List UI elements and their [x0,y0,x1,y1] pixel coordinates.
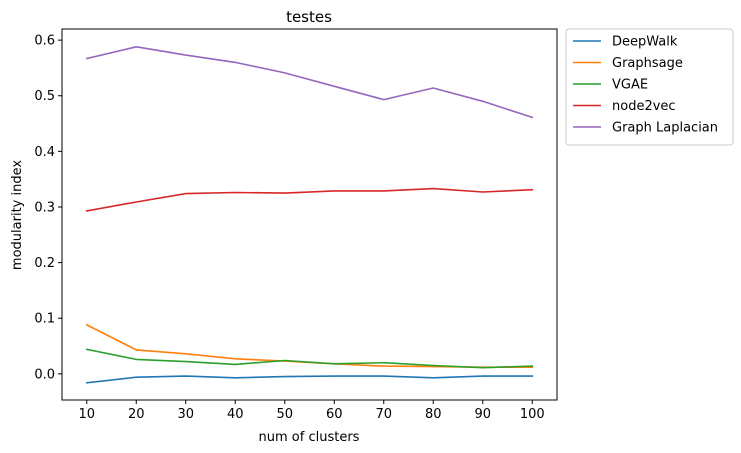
legend-label-node2vec: node2vec [612,99,676,114]
x-tick-label: 30 [177,407,194,422]
x-tick-label: 40 [227,407,244,422]
x-tick-label: 80 [425,407,442,422]
y-tick-label: 0.1 [34,312,55,327]
x-axis-ticks: 10 20 30 40 50 60 70 80 90 100 [78,400,545,422]
chart-title: testes [286,8,332,26]
legend-box [565,28,734,146]
y-tick-label: 0.5 [34,89,55,104]
series-line-node2vec [85,187,534,212]
y-tick-label: 0.2 [34,256,55,271]
x-tick-label: 90 [474,407,491,422]
legend-label-graphsage: Graphsage [612,56,683,71]
x-tick-label: 100 [520,407,545,422]
x-tick-label: 10 [78,407,95,422]
series-layer [85,45,534,384]
series-line-graph-laplacian [85,45,534,119]
series-line-vgae [85,348,534,369]
y-tick-label: 0.3 [34,200,55,215]
series-line-deepwalk [85,375,534,384]
x-tick-label: 60 [326,407,343,422]
y-axis-label: modularity index [10,160,25,270]
x-axis-label: num of clusters [259,430,360,445]
y-tick-label: 0.4 [34,145,55,160]
y-axis-ticks: 0.0 0.1 0.2 0.3 0.4 0.5 0.6 [34,34,62,382]
x-tick-label: 50 [276,407,293,422]
x-tick-label: 20 [128,407,145,422]
plot-area [61,28,558,401]
legend-label-graph-laplacian: Graph Laplacian [612,121,718,136]
legend: DeepWalk Graphsage VGAE node2vec Graph Lapla… [565,28,734,146]
legend-label-vgae: VGAE [612,78,648,93]
legend-label-deepwalk: DeepWalk [612,35,678,50]
x-tick-label: 70 [375,407,392,422]
y-tick-label: 0.6 [34,34,55,49]
axes-frame [61,28,558,401]
y-tick-label: 0.0 [34,367,55,382]
